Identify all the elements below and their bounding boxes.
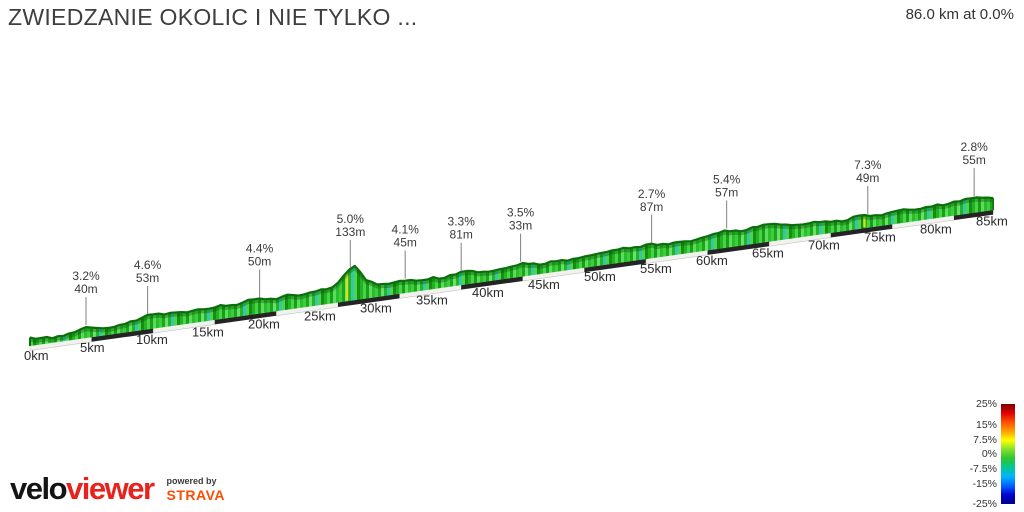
veloviewer-logo-viewer: viewer <box>66 471 155 506</box>
gradient-annotation: 5.0%133m <box>335 212 365 268</box>
gradient-annotation: 3.3%81m <box>448 215 476 271</box>
annotation-elevation-text: 49m <box>856 171 879 185</box>
gradient-annotation: 4.4%50m <box>246 241 274 298</box>
legend-label: -15% <box>972 478 997 490</box>
distance-label: 85km <box>976 214 1008 229</box>
gradient-annotation: 2.8%55m <box>960 140 988 197</box>
gradient-annotation: 3.5%33m <box>507 206 535 262</box>
ruler-band <box>338 292 400 308</box>
legend-label: 25% <box>975 398 997 410</box>
distance-label: 0km <box>24 348 49 363</box>
ruler-band <box>954 209 994 221</box>
annotation-elevation-text: 33m <box>509 219 532 233</box>
ruler-band <box>584 258 646 273</box>
strava-logo: STRAVA <box>166 487 226 503</box>
ruler-band <box>91 327 154 342</box>
annotation-gradient-text: 4.4% <box>246 241 274 255</box>
annotation-gradient-text: 3.5% <box>507 206 535 220</box>
distance-label: 70km <box>808 237 840 252</box>
veloviewer-logo[interactable]: veloviewer <box>10 471 155 506</box>
gradient-annotation: 7.3%49m <box>854 158 882 214</box>
elevation-profile <box>29 196 994 346</box>
annotation-elevation-text: 87m <box>640 200 663 214</box>
gradient-annotations: 3.2%40m 4.6%53m 4.4%50m 5.0%133m 4.1%45m 3.3%… <box>72 140 988 326</box>
legend-label: 0% <box>981 448 997 460</box>
gradient-legend: 25% 15% 7.5% 0% -7.5% -15% -25% <box>934 396 1024 512</box>
annotation-gradient-text: 4.6% <box>134 258 162 272</box>
annotation-elevation-text: 45m <box>394 235 417 249</box>
ruler-band <box>707 240 770 255</box>
legend-label: 15% <box>975 419 997 431</box>
gradient-annotation: 3.2%40m <box>72 269 100 326</box>
distance-label: 45km <box>528 277 560 292</box>
gradient-colorbar <box>1001 404 1015 504</box>
distance-labels: 0km 5km 10km 15km 20km 25km 30km 35km 40km 45km 50… <box>24 214 1008 363</box>
annotation-elevation-text: 40m <box>74 282 97 296</box>
gradient-annotation: 4.6%53m <box>134 258 162 315</box>
annotation-elevation-text: 55m <box>962 153 985 167</box>
distance-label: 25km <box>304 309 336 324</box>
distance-label: 65km <box>752 245 784 260</box>
annotation-gradient-text: 3.3% <box>448 215 476 229</box>
veloviewer-logo-velo: velo <box>10 471 68 506</box>
elevation-area <box>30 197 994 346</box>
distance-label: 55km <box>640 261 672 276</box>
legend-label: -25% <box>972 498 997 510</box>
distance-label: 75km <box>864 230 896 245</box>
annotation-gradient-text: 3.2% <box>72 269 100 283</box>
distance-label: 20km <box>248 316 280 331</box>
powered-by-label: powered by <box>166 476 217 486</box>
gradient-annotation: 4.1%45m <box>392 222 420 279</box>
distance-label: 30km <box>360 301 392 316</box>
powered-by-strava[interactable]: powered by STRAVA <box>167 477 225 504</box>
annotation-elevation-text: 81m <box>450 228 473 242</box>
distance-label: 40km <box>472 285 504 300</box>
annotation-elevation-text: 53m <box>136 271 159 285</box>
ruler-band <box>214 310 277 325</box>
footer-branding: veloviewer powered by STRAVA <box>10 473 225 504</box>
annotation-gradient-text: 7.3% <box>854 158 882 172</box>
distance-label: 15km <box>192 324 224 339</box>
annotation-gradient-text: 5.0% <box>337 212 365 226</box>
distance-label: 35km <box>416 293 448 308</box>
distance-label: 10km <box>136 332 168 347</box>
gradient-annotation: 5.4%57m <box>713 173 741 229</box>
distance-label: 60km <box>696 253 728 268</box>
distance-label: 50km <box>584 269 616 284</box>
distance-label: 5km <box>80 340 105 355</box>
gradient-annotation: 2.7%87m <box>638 187 666 243</box>
annotation-gradient-text: 5.4% <box>713 173 741 187</box>
legend-label: -7.5% <box>969 463 997 475</box>
route-title: ZWIEDZANIE OKOLIC I NIE TYLKO ... <box>8 4 418 30</box>
ruler-band <box>461 275 523 290</box>
distance-label: 80km <box>920 222 952 237</box>
profile-top-edge <box>29 196 994 340</box>
annotation-gradient-text: 2.7% <box>638 187 666 201</box>
profile-top-shade <box>29 198 994 343</box>
ruler-band <box>830 223 893 238</box>
annotation-elevation-text: 50m <box>248 254 271 268</box>
annotation-gradient-text: 2.8% <box>960 140 988 154</box>
annotation-elevation-text: 133m <box>335 225 365 239</box>
annotation-gradient-text: 4.1% <box>392 222 420 236</box>
route-summary: 86.0 km at 0.0% <box>905 6 1014 23</box>
annotation-elevation-text: 57m <box>715 186 738 200</box>
legend-label: 7.5% <box>973 434 997 446</box>
